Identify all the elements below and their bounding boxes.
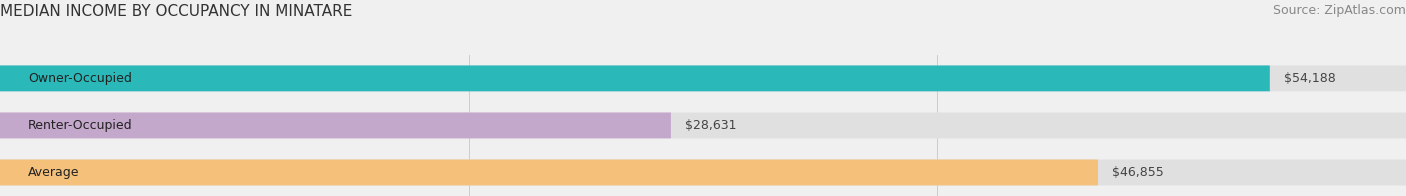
Text: $46,855: $46,855	[1112, 166, 1164, 179]
Text: Average: Average	[28, 166, 80, 179]
FancyBboxPatch shape	[0, 113, 1406, 138]
FancyBboxPatch shape	[0, 113, 671, 138]
Text: Owner-Occupied: Owner-Occupied	[28, 72, 132, 85]
Text: Renter-Occupied: Renter-Occupied	[28, 119, 132, 132]
Text: $28,631: $28,631	[685, 119, 737, 132]
FancyBboxPatch shape	[0, 65, 1270, 91]
FancyBboxPatch shape	[0, 160, 1406, 185]
Text: MEDIAN INCOME BY OCCUPANCY IN MINATARE: MEDIAN INCOME BY OCCUPANCY IN MINATARE	[0, 4, 353, 19]
FancyBboxPatch shape	[0, 65, 1406, 91]
FancyBboxPatch shape	[0, 160, 1098, 185]
Text: Source: ZipAtlas.com: Source: ZipAtlas.com	[1272, 4, 1406, 17]
Text: $54,188: $54,188	[1284, 72, 1336, 85]
